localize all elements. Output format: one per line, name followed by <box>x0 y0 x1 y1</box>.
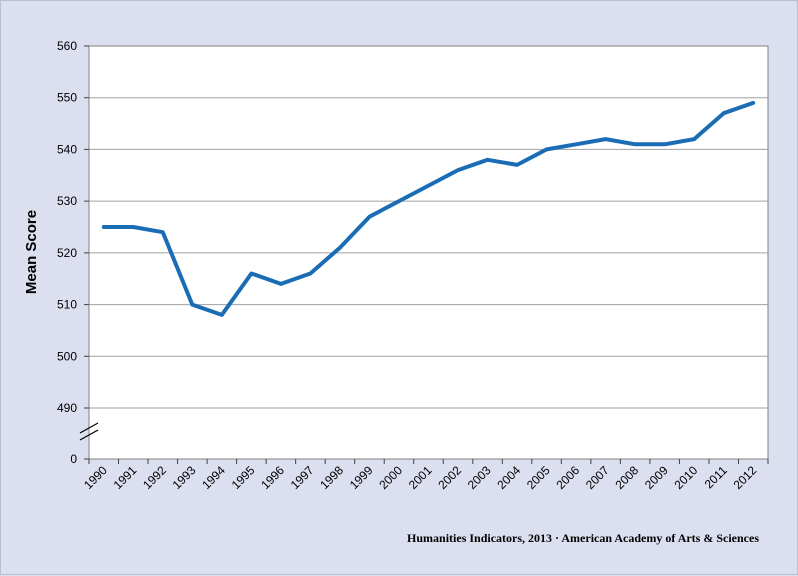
x-tick-label: 1995 <box>229 463 258 492</box>
axis-break-mark <box>79 422 99 434</box>
x-tick-label: 1997 <box>288 463 317 492</box>
y-tick-label: 540 <box>57 142 77 156</box>
axes <box>79 45 769 464</box>
x-tick-label: 1991 <box>111 463 140 492</box>
x-tick-label: 2009 <box>642 463 671 492</box>
axis-break-mark <box>79 429 99 441</box>
x-tick-label: 2001 <box>406 463 435 492</box>
series-line <box>101 100 756 317</box>
y-tick-label: 500 <box>57 349 77 363</box>
x-tick-label: 2005 <box>524 463 553 492</box>
y-tick-label: 520 <box>57 246 77 260</box>
x-tick-label: 2000 <box>376 463 405 492</box>
x-tick-label: 1993 <box>170 463 199 492</box>
x-tick-label: 2008 <box>612 463 641 492</box>
y-tick-label: 490 <box>57 401 77 415</box>
y-tick-label: 530 <box>57 194 77 208</box>
y-tick-label: 510 <box>57 298 77 312</box>
x-tick-labels: 1990 1991 1992 1993 1994 1995 1996 1997 1998 1999… <box>81 463 759 492</box>
x-tick-label: 1999 <box>347 463 376 492</box>
x-tick-label: 1992 <box>140 463 169 492</box>
y-tick-labels: 490 500 510 520 530 540 550 560 0 <box>57 39 77 466</box>
y-tick-label: 560 <box>57 39 77 53</box>
x-tick-label: 2003 <box>465 463 494 492</box>
x-tick-label: 2006 <box>553 463 582 492</box>
x-tick-label: 2007 <box>583 463 612 492</box>
x-tick-label: 1990 <box>81 463 110 492</box>
y-tick-label: 550 <box>57 91 77 105</box>
y-tick-label-zero: 0 <box>70 452 77 466</box>
x-tick-label: 2010 <box>672 463 701 492</box>
x-tick-label: 1994 <box>199 463 228 492</box>
source-credit: Humanities Indicators, 2013 · American A… <box>407 531 759 545</box>
x-tick-label: 2011 <box>702 463 730 491</box>
x-tick-label: 1998 <box>317 463 346 492</box>
x-tick-label: 2004 <box>494 463 523 492</box>
x-tick-label: 2002 <box>435 463 464 492</box>
y-axis-label: Mean Score <box>23 210 40 294</box>
series <box>101 100 756 317</box>
x-tick-label: 1996 <box>258 463 287 492</box>
x-tick-label: 2012 <box>731 463 760 492</box>
gridlines <box>89 97 768 409</box>
